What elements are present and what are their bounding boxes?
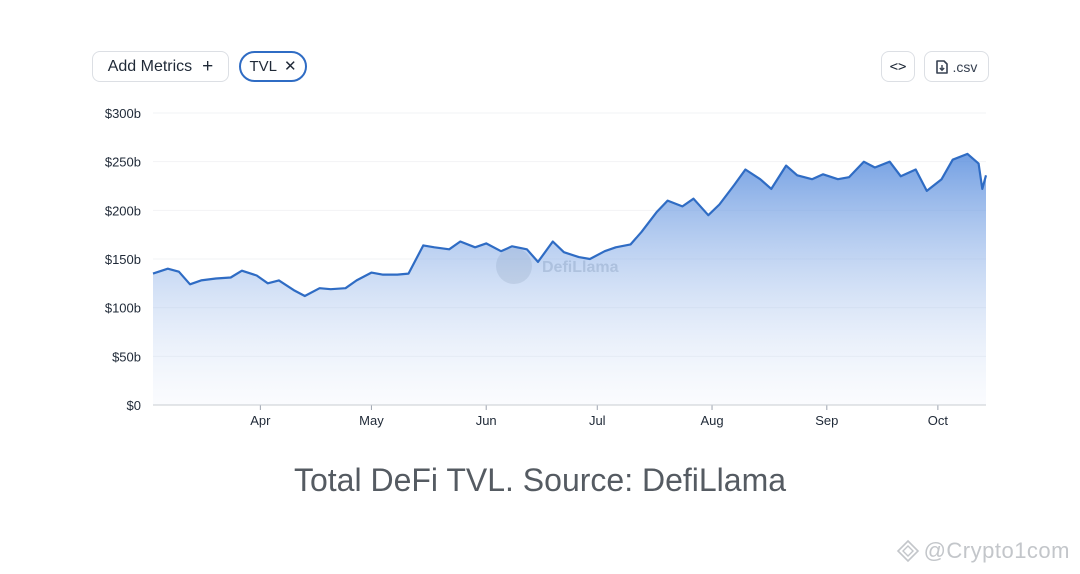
csv-label: .csv (952, 58, 978, 75)
y-tick-label: $0 (127, 398, 141, 413)
x-tick-label: Aug (700, 413, 723, 428)
y-tick-label: $50b (112, 349, 141, 364)
x-tick-label: Oct (928, 413, 949, 428)
y-tick-label: $100b (105, 301, 141, 316)
code-icon: <> (889, 58, 907, 75)
x-axis: Apr May Jun Jul Aug Sep Oct (250, 405, 948, 428)
add-metrics-button[interactable]: Add Metrics + (92, 51, 229, 82)
x-tick-label: May (359, 413, 384, 428)
close-icon[interactable]: ✕ (283, 58, 297, 75)
metric-chip-label: TVL (249, 58, 277, 75)
x-tick-label: Jun (476, 413, 497, 428)
chart-caption: Total DeFi TVL. Source: DefiLlama (293, 462, 787, 498)
tvl-area (153, 153, 986, 405)
y-tick-label: $300b (105, 106, 141, 121)
x-tick-label: Apr (250, 413, 271, 428)
csv-download-button[interactable]: .csv (924, 51, 989, 82)
embed-button[interactable]: <> (881, 51, 915, 82)
chart-toolbar: Add Metrics + TVL ✕ <> .csv (92, 51, 989, 84)
add-metrics-label: Add Metrics (107, 57, 193, 75)
diamond-logo-icon (896, 539, 919, 563)
y-tick-label: $250b (105, 155, 141, 170)
x-tick-label: Jul (589, 413, 606, 428)
tvl-line (152, 152, 988, 298)
metric-chip-tvl[interactable]: TVL ✕ (239, 51, 307, 82)
x-tick-label: Sep (815, 413, 838, 428)
credit-text: @Crypto1com (923, 538, 1070, 563)
crypto1com-watermark: @Crypto1com (896, 538, 1070, 564)
file-download-icon (935, 59, 948, 74)
y-axis: $0 $50b $100b $150b $200b $250b $300b (105, 106, 141, 413)
y-tick-label: $150b (105, 252, 141, 267)
plus-icon: + (202, 56, 214, 77)
y-tick-label: $200b (105, 203, 141, 218)
